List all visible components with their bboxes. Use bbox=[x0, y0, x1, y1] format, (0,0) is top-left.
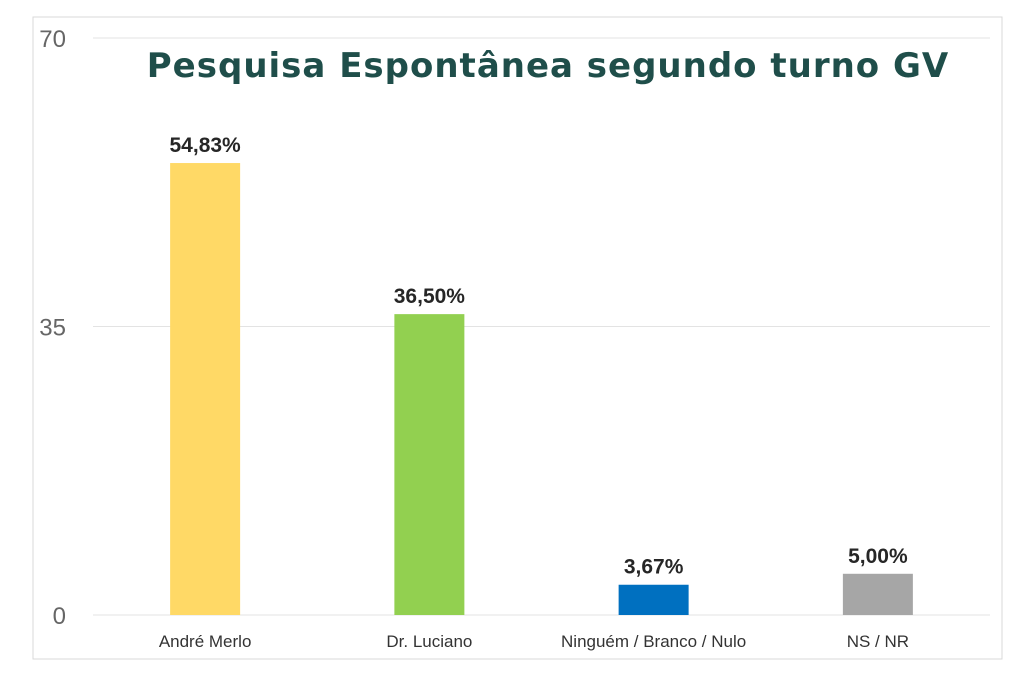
chart-title: Pesquisa Espontânea segundo turno GV bbox=[147, 46, 949, 86]
x-tick-label: André Merlo bbox=[159, 632, 252, 651]
y-axis-ticks: 0 35 70 bbox=[39, 26, 66, 630]
x-axis-labels: André Merlo Dr. Luciano Ninguém / Branco /… bbox=[159, 632, 909, 651]
x-tick-label: Ninguém / Branco / Nulo bbox=[561, 632, 746, 651]
x-tick-label: NS / NR bbox=[847, 632, 909, 651]
bar bbox=[170, 163, 241, 616]
bars bbox=[170, 163, 913, 616]
bar bbox=[394, 314, 465, 615]
data-label: 3,67% bbox=[624, 556, 684, 579]
y-tick-label: 35 bbox=[39, 315, 66, 342]
y-tick-label: 0 bbox=[53, 603, 66, 630]
x-tick-label: Dr. Luciano bbox=[386, 632, 472, 651]
gridlines bbox=[93, 37, 990, 616]
data-labels: 54,83% 36,50% 3,67% 5,00% bbox=[170, 134, 908, 579]
data-label: 54,83% bbox=[170, 134, 242, 157]
data-label: 5,00% bbox=[848, 545, 908, 568]
y-tick-label: 70 bbox=[39, 26, 66, 53]
bar bbox=[618, 584, 689, 615]
data-label: 36,50% bbox=[394, 285, 466, 308]
bar bbox=[842, 573, 913, 615]
